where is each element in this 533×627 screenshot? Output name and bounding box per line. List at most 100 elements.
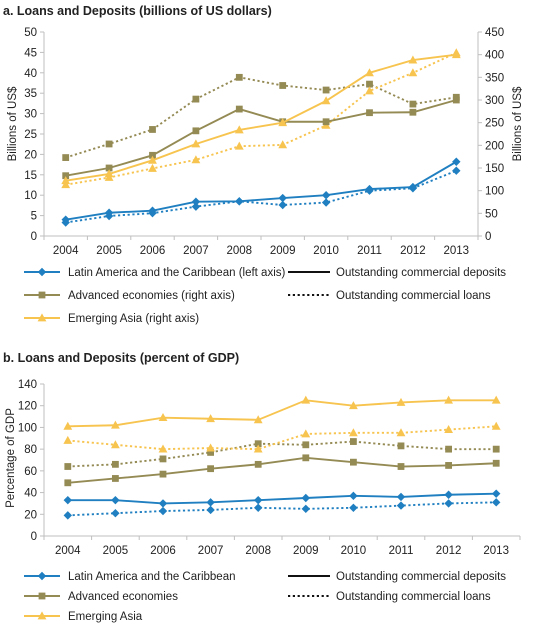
y-tick-label: 25	[24, 129, 37, 141]
data-point-advanced-economies-deposits	[366, 109, 373, 117]
y-tick-label: 20	[24, 149, 37, 161]
x-tick-label: 2013	[483, 545, 509, 557]
data-point-advanced-economies-loans	[322, 86, 330, 94]
panel-b-y-axis-title: Percentage of GDP	[5, 408, 17, 508]
data-point-emerging-asia-loans	[278, 140, 288, 149]
data-point-advanced-economies-loans	[105, 140, 113, 148]
series-emerging-asia-deposits	[63, 395, 501, 430]
panel-a-y-axis-title-left: Billions of US$	[7, 86, 19, 161]
x-tick-label: 2009	[270, 245, 296, 257]
data-point-latin-america-and-the-caribbean-deposits	[444, 490, 453, 499]
data-point-emerging-asia-deposits	[321, 96, 331, 105]
y-right-tick-label: 350	[485, 72, 504, 84]
data-point-advanced-economies-loans	[254, 440, 262, 448]
y-right-tick-label: 400	[485, 50, 504, 62]
x-tick-label: 2007	[183, 245, 209, 257]
data-point-advanced-economies-loans	[492, 445, 500, 453]
x-tick-label: 2007	[198, 545, 224, 557]
data-point-advanced-economies-loans	[192, 95, 200, 103]
data-point-emerging-asia-deposits	[234, 125, 244, 134]
panel-b-axes: 0 20 40 60 80 100 120 140 2004 2005 2006 2007 2008 20…	[18, 379, 521, 557]
legend-square-marker	[38, 291, 46, 299]
data-point-advanced-economies-loans	[350, 438, 357, 445]
data-point-advanced-economies-loans	[366, 80, 373, 88]
panel-b-title: b. Loans and Deposits (percent of GDP)	[3, 351, 239, 365]
data-point-latin-america-and-the-caribbean-loans	[396, 501, 406, 510]
y-tick-label: 60	[24, 466, 37, 478]
data-point-advanced-economies-deposits	[452, 96, 460, 104]
data-point-latin-america-and-the-caribbean-deposits	[148, 206, 157, 215]
x-tick-label: 2005	[96, 245, 122, 257]
y-right-tick-label: 100	[485, 186, 504, 198]
legend-label: Emerging Asia	[68, 611, 143, 623]
data-point-emerging-asia-loans	[148, 163, 157, 172]
data-point-latin-america-and-the-caribbean-deposits	[278, 193, 287, 203]
data-point-emerging-asia-loans	[491, 421, 501, 430]
y-right-tick-label: 50	[485, 208, 498, 220]
data-point-emerging-asia-deposits	[148, 155, 157, 164]
y-tick-label: 20	[24, 509, 37, 521]
y-tick-label: 50	[24, 27, 37, 39]
y-tick-label: 15	[24, 170, 37, 182]
data-point-latin-america-and-the-caribbean-loans	[191, 202, 201, 211]
y-tick-label: 10	[24, 190, 37, 202]
data-point-latin-america-and-the-caribbean-deposits	[63, 495, 72, 505]
x-tick-label: 2008	[227, 245, 253, 257]
data-point-emerging-asia-loans	[301, 429, 311, 438]
data-point-latin-america-and-the-caribbean-deposits	[492, 489, 501, 498]
data-point-advanced-economies-deposits	[302, 454, 310, 462]
data-point-emerging-asia-deposits	[365, 68, 374, 77]
data-point-emerging-asia-loans	[111, 440, 120, 449]
panel-a-y-axis-title-right: Billions of US$	[512, 86, 524, 161]
panel-a-axes: 0 5 10 15 20 25 30 35 40 45 50 0 50 100 150 200 250 300 35…	[24, 27, 504, 257]
data-point-emerging-asia-deposits	[301, 395, 311, 404]
y-right-tick-label: 200	[485, 140, 504, 152]
series-latin-america-and-the-caribbean-deposits	[61, 157, 461, 224]
data-point-advanced-economies-loans	[397, 442, 405, 450]
data-point-advanced-economies-loans	[149, 126, 156, 133]
data-point-latin-america-and-the-caribbean-deposits	[254, 495, 263, 505]
x-tick-label: 2004	[55, 545, 81, 557]
panel-a-series	[61, 48, 461, 227]
data-point-advanced-economies-deposits	[322, 118, 330, 126]
data-point-emerging-asia-loans	[349, 428, 358, 437]
data-point-emerging-asia-loans	[444, 425, 453, 433]
legend-label: Outstanding commercial loans	[336, 591, 491, 603]
data-point-advanced-economies-deposits	[149, 151, 156, 159]
y-tick-label: 40	[24, 488, 37, 500]
series-line-advanced-economies-deposits	[67, 456, 497, 484]
data-point-advanced-economies-deposits	[105, 164, 113, 172]
data-point-advanced-economies-deposits	[350, 458, 357, 466]
series-line-emerging-asia-deposits	[65, 53, 457, 182]
data-point-emerging-asia-loans	[365, 86, 374, 95]
data-point-advanced-economies-loans	[279, 82, 287, 89]
data-point-emerging-asia-deposits	[444, 395, 453, 404]
data-point-emerging-asia-loans	[408, 68, 418, 77]
data-point-emerging-asia-loans	[61, 180, 71, 189]
data-point-latin-america-and-the-caribbean-deposits	[301, 493, 310, 503]
data-point-latin-america-and-the-caribbean-loans	[206, 505, 215, 515]
x-tick-label: 2005	[103, 545, 129, 557]
data-point-latin-america-and-the-caribbean-loans	[492, 498, 501, 507]
data-point-emerging-asia-loans	[253, 444, 263, 453]
legend-label: Outstanding commercial loans	[336, 290, 491, 302]
data-point-emerging-asia-deposits	[104, 169, 114, 178]
panel-a-legend: Latin America and the Caribbean (left ax…	[24, 267, 506, 325]
data-point-latin-america-and-the-caribbean-deposits	[104, 208, 114, 217]
data-point-advanced-economies-deposits	[235, 105, 243, 113]
data-point-advanced-economies-deposits	[207, 465, 214, 473]
y-right-tick-label: 250	[485, 118, 504, 130]
series-advanced-economies-loans	[62, 73, 460, 161]
data-point-emerging-asia-loans	[63, 435, 73, 444]
series-line-emerging-asia-loans	[65, 51, 457, 186]
data-point-advanced-economies-deposits	[254, 460, 262, 468]
panel-b: b. Loans and Deposits (percent of GDP) P…	[3, 351, 521, 623]
panel-a: a. Loans and Deposits (billions of US do…	[3, 4, 524, 325]
data-point-advanced-economies-loans	[235, 73, 243, 81]
data-point-advanced-economies-loans	[207, 449, 214, 456]
y-right-tick-label: 300	[485, 95, 504, 107]
data-point-latin-america-and-the-caribbean-deposits	[321, 191, 331, 200]
panel-b-series	[63, 395, 501, 520]
series-line-latin-america-and-the-caribbean-deposits	[67, 492, 497, 505]
